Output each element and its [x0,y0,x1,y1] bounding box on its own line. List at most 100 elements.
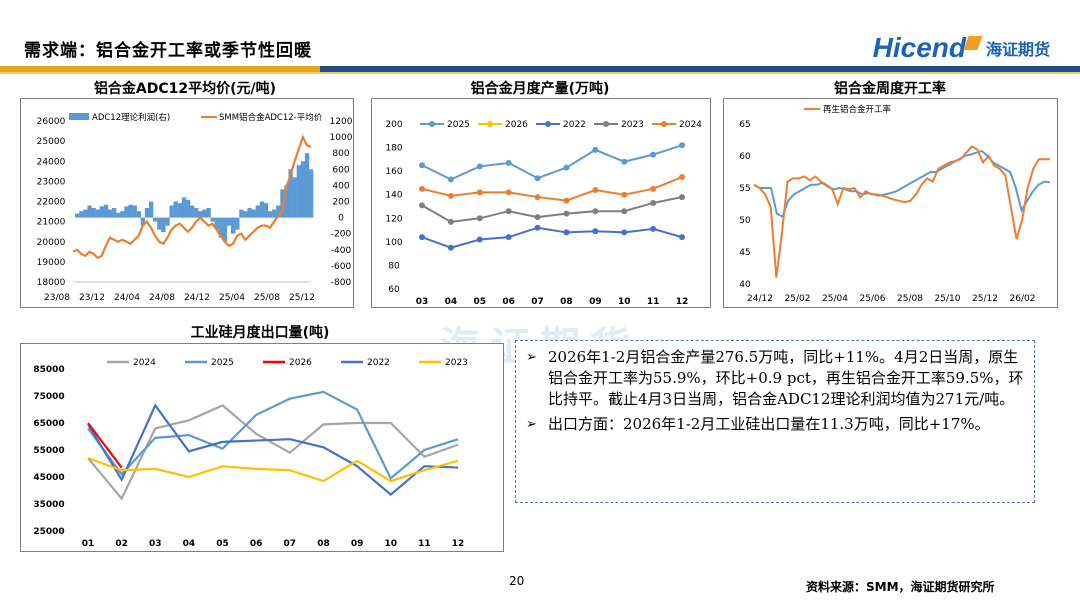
profit-bar [202,209,207,218]
profit-bar [226,217,232,226]
series-point [679,142,685,149]
x-tick-label: 24/12 [184,293,210,303]
profit-bar [214,217,219,230]
header-band-blue [320,66,1080,72]
y-tick-label: 80 [388,261,400,271]
x-tick-label: 04 [445,297,458,307]
y-left-tick-label: 26000 [37,117,66,127]
profit-bar [136,211,141,218]
summary-bullet-text: 2026年1-2月铝合金产量276.5万吨，同比+11%。4月2日当周，原生铝合… [548,348,1024,408]
profit-bar [75,213,80,218]
y-left-tick-label: 25000 [37,137,66,147]
x-tick-label: 25/02 [785,294,811,304]
series-point [563,210,570,217]
y-tick-label: 65000 [33,419,64,429]
profit-bar [218,217,224,238]
series-point [505,189,512,196]
summary-bullet: ➢ 出口方面：2026年1-2月工业硅出口量在11.3万吨，同比+17%。 [526,414,1024,435]
series-point [419,234,425,241]
y-tick-label: 55000 [33,446,64,456]
series-point [505,234,512,241]
recycled-rate-line [753,145,1050,278]
summary-textbox: ➢ 2026年1-2月铝合金产量276.5万吨，同比+11%。4月2日当周，原生… [515,340,1035,503]
series-point [447,192,454,199]
profit-bar [177,203,183,218]
chart-weekly-title: 铝合金周度开工率 [834,81,946,97]
x-tick-label: 02 [115,539,128,549]
profit-bar [304,153,310,218]
series-line [87,422,123,469]
profit-bar [288,169,293,218]
profit-bar [300,161,306,218]
page-title: 需求端：铝合金开工率或季节性回暖 [24,41,312,61]
legend-label: 2023 [445,358,468,368]
profit-bar [124,206,129,218]
y-tick-label: 75000 [33,392,64,402]
profit-bar [263,203,269,218]
legend-marker [603,121,609,127]
y-right-tick-label: 600 [332,165,349,175]
y-tick-label: 160 [385,167,402,177]
x-tick-label: 25/12 [289,293,315,303]
y-left-tick-label: 21000 [37,218,66,228]
profit-bar [79,211,84,218]
profit-bar [210,217,215,222]
profit-bar [169,205,174,218]
series-point [534,175,541,182]
series-point [650,185,657,192]
y-right-tick-label: -400 [331,246,352,256]
x-tick-label: 26/02 [1010,294,1036,304]
profit-bar [181,197,187,218]
y-tick-label: 60 [739,152,751,162]
y-right-tick-label: 1200 [330,117,353,127]
x-tick-label: 05 [216,539,229,549]
series-point [621,158,628,165]
legend-label: 2023 [621,120,644,130]
series-point [592,228,599,235]
series-point [476,236,483,243]
series-point [621,191,628,198]
profit-bar [222,217,228,242]
x-tick-label: 25/08 [897,294,923,304]
y-tick-label: 25000 [33,527,64,537]
profit-bar [247,207,252,218]
x-tick-label: 05 [474,297,487,307]
y-tick-label: 45000 [33,473,64,483]
profit-bar [132,205,137,218]
legend-label: 再生铝合金开工率 [823,104,892,115]
y-tick-label: 180 [385,144,402,154]
x-tick-label: 24/04 [114,293,140,303]
legend-label: 2025 [447,120,470,130]
series-point [419,162,425,169]
profit-bar [95,209,100,218]
series-point [447,176,454,183]
y-left-tick-label: 19000 [37,258,66,268]
profit-bar [116,212,121,218]
legend-marker [487,121,493,127]
profit-bar [284,185,289,218]
x-tick-label: 06 [502,297,515,307]
series-point [621,208,628,215]
legend-marker [661,121,667,127]
x-tick-label: 11 [647,297,660,307]
x-tick-label: 25/04 [822,294,848,304]
chart-export-svg: 25000 35000 45000 55000 65000 75000 85000 01 02 0… [33,358,468,549]
profit-bar [259,201,265,218]
series-line [421,176,683,202]
chart-weekly-panel: 40 45 50 55 60 65 24/12 25/02 25/04 25/06 25/08 25/… [723,98,1058,308]
profit-bar [112,207,117,218]
x-tick-label: 25/12 [972,294,998,304]
series-line [87,403,459,496]
profit-bar [140,217,146,226]
series-point [650,199,657,206]
y-right-tick-label: -600 [331,262,352,272]
series-point [476,215,483,222]
y-left-tick-label: 20000 [37,238,66,248]
profit-bar [157,217,162,230]
y-tick-label: 85000 [33,365,64,375]
series-line [421,144,683,181]
profit-bar [173,201,178,218]
y-tick-label: 45 [739,248,750,258]
series-point [621,229,628,236]
header-band-gold [0,66,320,72]
